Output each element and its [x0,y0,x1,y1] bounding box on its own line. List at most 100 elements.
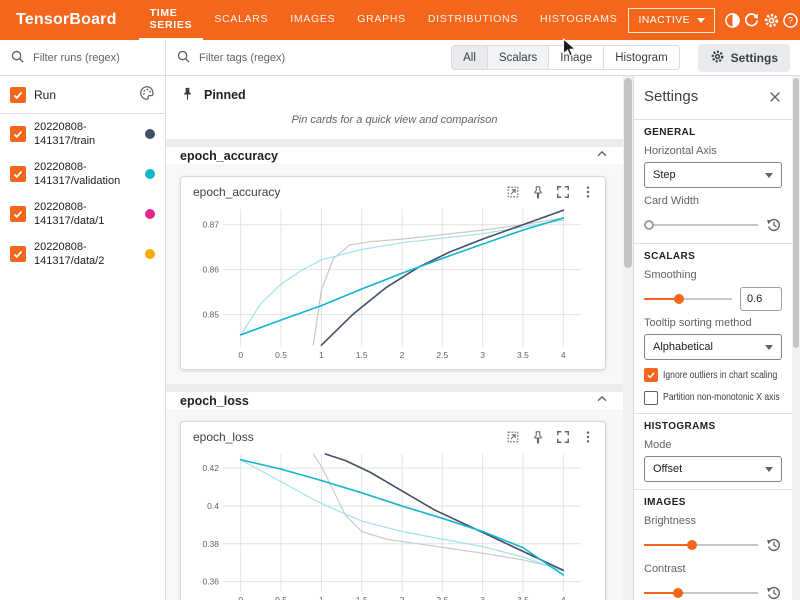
section-header-epoch-loss[interactable]: epoch_loss [166,392,623,409]
scrollbar-thumb[interactable] [793,78,799,348]
slider-thumb[interactable] [674,294,684,304]
contrast-slider[interactable] [644,587,758,599]
run-label: 20220808-141317/train [34,120,137,149]
chevron-down-icon [697,18,705,23]
pinned-title: Pinned [204,88,246,102]
slider-thumb[interactable] [687,540,697,550]
more-options-icon[interactable] [581,430,595,444]
settings-heading-general: GENERAL [644,127,782,138]
pin-icon[interactable] [531,185,545,199]
main-scrollbar[interactable] [623,76,633,600]
run-label: 20220808-141317/data/1 [34,200,137,229]
contrast-label: Contrast [644,563,782,575]
smoothing-value-input[interactable] [740,287,782,311]
settings-heading-images: IMAGES [644,497,782,508]
reload-button[interactable] [742,5,761,35]
slider-thumb[interactable] [644,220,654,230]
card-title: epoch_accuracy [193,185,506,199]
theme-toggle-button[interactable] [723,5,742,35]
partition-x-axis-checkbox[interactable] [644,391,658,405]
svg-text:0.87: 0.87 [202,220,219,230]
tab-graphs[interactable]: GRAPHS [346,0,417,40]
divider-gap [166,139,623,147]
chip-all[interactable]: All [451,45,488,70]
palette-icon[interactable] [139,85,155,104]
run-row-data-2[interactable]: 20220808-141317/data/2 [0,234,165,274]
fit-to-data-icon[interactable] [506,185,520,199]
app-title: TensorBoard [16,11,117,29]
status-dropdown[interactable]: INACTIVE [628,8,715,33]
svg-text:3.5: 3.5 [517,595,529,600]
chevron-up-icon[interactable] [595,392,609,409]
run-checkbox[interactable] [10,206,26,222]
run-row-data-1[interactable]: 20220808-141317/data/1 [0,194,165,234]
help-button[interactable]: ? [781,5,800,35]
runs-filter-input[interactable] [33,52,155,64]
section-title: epoch_accuracy [180,149,278,163]
chip-histogram[interactable]: Histogram [603,45,679,70]
run-row-train[interactable]: 20220808-141317/train [0,114,165,154]
tab-histograms[interactable]: HISTOGRAMS [529,0,628,40]
chip-image[interactable]: Image [548,45,604,70]
tab-distributions[interactable]: DISTRIBUTIONS [417,0,529,40]
more-options-icon[interactable] [581,185,595,199]
svg-text:1: 1 [319,595,324,600]
scrollbar-thumb[interactable] [624,78,632,268]
smoothing-slider[interactable] [644,293,732,305]
partition-x-axis-row[interactable]: Partition non-monotonic X axis [644,390,782,405]
reset-icon[interactable] [766,585,782,600]
tab-scalars[interactable]: SCALARS [203,0,279,40]
tag-filter-input[interactable] [199,52,443,64]
tooltip-sorting-select[interactable]: Alphabetical [644,334,782,360]
divider [634,243,792,244]
fullscreen-icon[interactable] [556,185,570,199]
fullscreen-icon[interactable] [556,430,570,444]
card-width-row [644,214,782,236]
gear-icon [710,49,725,67]
brightness-slider[interactable] [644,539,758,551]
epoch-loss-chart[interactable]: 00.511.522.533.540.360.380.40.42 [189,448,591,600]
run-checkbox[interactable] [10,166,26,182]
tab-time-series[interactable]: TIME SERIES [139,0,204,40]
card-header: epoch_loss [181,422,605,446]
settings-toggle-button[interactable]: Settings [698,44,790,72]
settings-heading-scalars: SCALARS [644,251,782,262]
global-settings-button[interactable] [762,5,781,35]
run-checkbox[interactable] [10,126,26,142]
chevron-up-icon[interactable] [595,147,609,164]
epoch-accuracy-chart[interactable]: 00.511.522.533.540.850.860.87 [189,203,591,363]
ignore-outliers-row[interactable]: Ignore outliers in chart scaling [644,368,782,382]
run-color-dot [145,209,155,219]
histogram-mode-value: Offset [653,463,682,475]
contrast-icon [724,12,741,29]
card-title: epoch_loss [193,430,506,444]
settings-panel: Settings GENERAL Horizontal Axis Step Ca… [633,76,792,600]
runs-header-row: Run [0,76,165,114]
tab-images[interactable]: IMAGES [279,0,346,40]
histogram-mode-select[interactable]: Offset [644,456,782,482]
pin-icon[interactable] [531,430,545,444]
run-row-validation[interactable]: 20220808-141317/validation [0,154,165,194]
svg-text:1.5: 1.5 [356,595,368,600]
select-all-runs-checkbox[interactable] [10,87,26,103]
run-checkbox[interactable] [10,246,26,262]
svg-text:2.5: 2.5 [436,595,448,600]
main-column: All Scalars Image Histogram Settings [166,40,800,600]
reset-icon[interactable] [766,217,782,233]
section-title: epoch_loss [180,394,249,408]
reset-icon[interactable] [766,537,782,553]
horizontal-axis-select[interactable]: Step [644,162,782,188]
card-width-slider[interactable] [644,219,758,231]
close-icon[interactable] [768,90,782,104]
section-header-epoch-accuracy[interactable]: epoch_accuracy [166,147,623,164]
fit-to-data-icon[interactable] [506,430,520,444]
ignore-outliers-checkbox[interactable] [644,368,658,382]
svg-text:3: 3 [480,595,485,600]
settings-scrollbar[interactable] [792,76,800,600]
pinned-header: Pinned [166,76,623,110]
horizontal-axis-label: Horizontal Axis [644,145,782,157]
slider-thumb[interactable] [673,588,683,598]
card-header: epoch_accuracy [181,177,605,201]
chip-scalars[interactable]: Scalars [487,45,549,70]
scalar-card-epoch-loss: epoch_loss [180,421,606,600]
